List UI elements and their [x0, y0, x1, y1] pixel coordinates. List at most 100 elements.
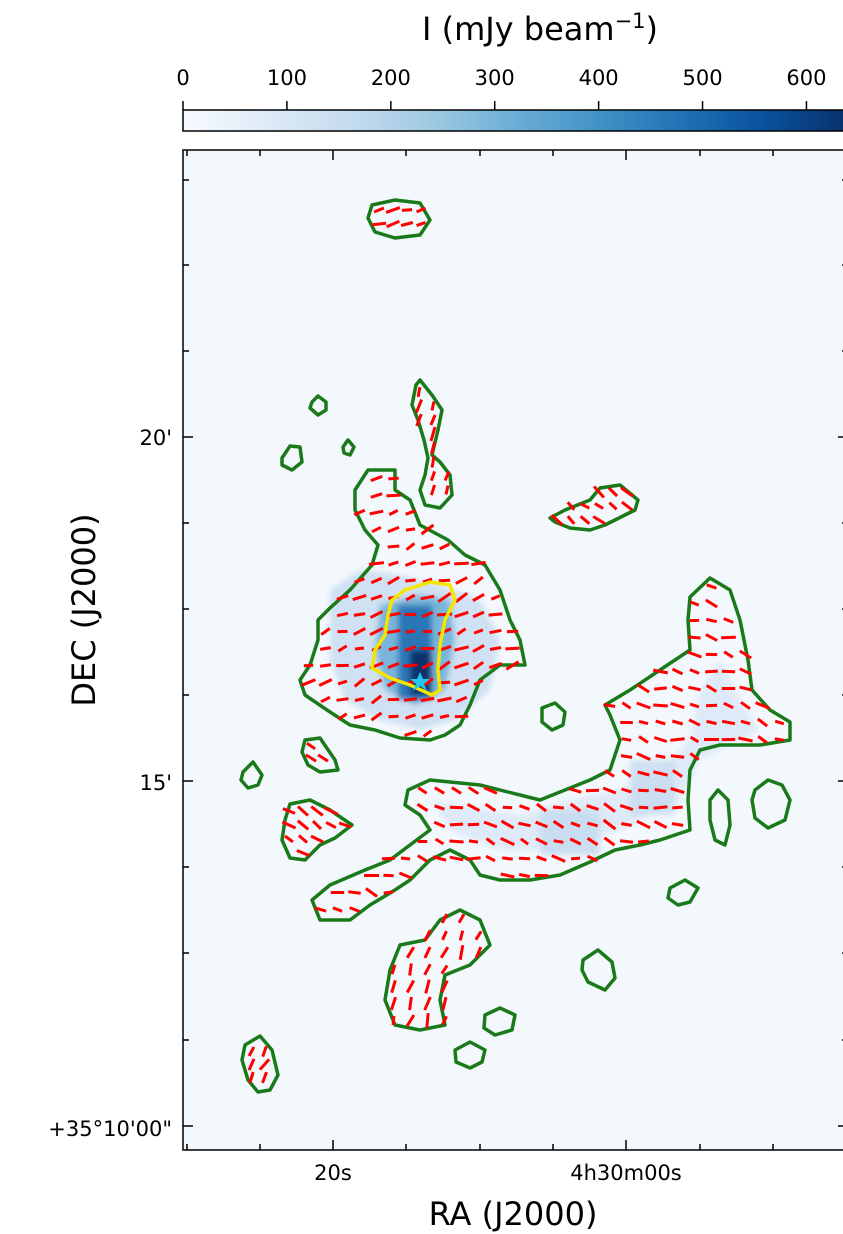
polarization-vector	[688, 635, 701, 640]
polarization-vector	[443, 470, 451, 482]
polarization-vector	[370, 678, 383, 687]
polarization-vector	[387, 662, 400, 669]
polarization-vector	[472, 592, 485, 603]
contour-south-3	[453, 1040, 487, 1070]
contour-east-4	[666, 878, 700, 907]
polarization-vector	[607, 486, 619, 498]
contour-north-small	[366, 198, 432, 240]
polarization-vector	[420, 523, 435, 536]
polarization-vector	[430, 441, 436, 455]
polarization-vector	[608, 501, 618, 511]
polarization-vector	[671, 719, 684, 726]
polarization-vector	[338, 821, 352, 829]
polarization-vector	[405, 1014, 416, 1027]
polarization-vector	[430, 401, 436, 411]
polarization-vector	[757, 735, 768, 744]
polarization-vector	[438, 660, 451, 671]
polarization-vector	[403, 663, 418, 668]
polarization-vector	[415, 413, 423, 427]
ytick-label-10: +35°10'00"	[48, 1117, 172, 1141]
polarization-vector	[424, 979, 431, 994]
polarization-vector	[474, 930, 483, 941]
contour-southern-filament	[310, 576, 792, 922]
colorbar-tick-label: 100	[267, 66, 307, 90]
polarization-vector	[654, 788, 667, 793]
polarization-vector	[580, 502, 590, 510]
polarization-vectors	[247, 206, 785, 1084]
polarization-vector	[348, 890, 361, 895]
polarization-vector	[296, 805, 310, 817]
polarization-vector	[467, 786, 480, 795]
polarization-vector	[490, 594, 501, 601]
polarization-vector	[405, 713, 416, 720]
polarization-vector	[353, 662, 366, 669]
contour-east-2	[708, 788, 732, 847]
polarization-vector	[721, 635, 736, 640]
polarization-vector	[405, 578, 416, 583]
polarization-vector	[688, 685, 701, 692]
polarization-vector	[429, 414, 437, 426]
polarization-vector	[552, 805, 565, 810]
polarization-vector	[705, 684, 718, 693]
polarization-vector	[449, 839, 464, 844]
emission-filament-knot-2	[630, 760, 675, 815]
polarization-vector	[636, 701, 651, 710]
polarization-vector	[370, 474, 383, 483]
polarization-vector	[389, 996, 398, 1011]
polarization-vector	[653, 703, 668, 708]
polarization-vector	[423, 929, 432, 942]
polarization-vector	[621, 737, 632, 742]
polarization-vector	[387, 575, 400, 586]
polarization-vector	[370, 492, 383, 499]
polarization-vector	[620, 754, 633, 759]
yellow-contour	[370, 580, 457, 697]
polarization-vector	[247, 1058, 256, 1071]
polarization-vector	[433, 820, 446, 829]
contour-small-3	[280, 444, 304, 472]
x-axis-label: RA (J2000)	[429, 1195, 598, 1233]
polarization-vector	[349, 906, 360, 913]
polarization-vector	[388, 560, 399, 567]
polarization-vector	[500, 872, 515, 879]
polarization-vector	[454, 610, 469, 619]
polarization-vector	[385, 206, 401, 214]
polarization-vector	[586, 836, 599, 847]
polarization-vector	[671, 685, 684, 692]
polarization-vector	[672, 769, 683, 778]
polarization-vector	[670, 737, 685, 742]
source-marker-star	[410, 672, 430, 691]
polarization-vector	[398, 871, 413, 880]
polarization-vector	[386, 219, 400, 229]
polarization-vector	[296, 819, 310, 831]
polarization-vector	[473, 678, 484, 687]
polarization-vector	[320, 695, 331, 704]
polarization-vector	[248, 1071, 255, 1084]
polarization-vector	[670, 754, 685, 759]
polarization-vector	[390, 964, 397, 975]
contour-east-3	[750, 778, 792, 830]
polarization-vector	[318, 678, 333, 687]
polarization-vector	[408, 996, 413, 1011]
contour-south-2	[482, 1006, 517, 1037]
polarization-vector	[566, 515, 576, 525]
polarization-vector	[332, 906, 343, 913]
polarization-vector	[500, 837, 515, 846]
polarization-vector	[551, 854, 566, 863]
polarization-vector	[370, 576, 383, 585]
polarization-vector	[421, 610, 434, 619]
polarization-vector	[536, 855, 547, 862]
polarization-vector	[518, 872, 531, 879]
polarization-vector	[489, 628, 502, 635]
polarization-vector	[444, 485, 450, 495]
polarization-vector	[723, 617, 734, 624]
polarization-vector	[637, 839, 650, 844]
polarization-vector	[437, 627, 452, 636]
polarization-vector	[416, 803, 429, 812]
contour-west-1	[300, 736, 340, 774]
polarization-vector	[472, 610, 485, 619]
polarization-vector	[441, 1015, 448, 1026]
colorbar-ticks: 0 100 200 300 400 500 600	[176, 66, 826, 110]
polarization-vector	[336, 611, 349, 618]
polarization-vector	[438, 560, 451, 567]
polarization-vector	[387, 525, 400, 534]
